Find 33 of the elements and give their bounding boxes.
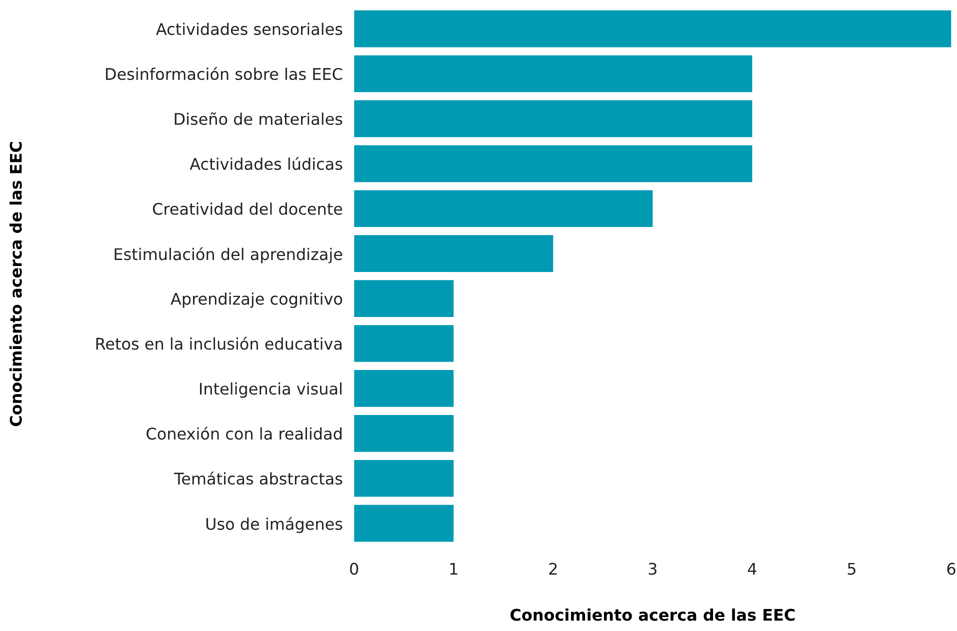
bar	[354, 414, 454, 452]
y-tick-label: Aprendizaje cognitivo	[170, 292, 342, 308]
bar	[354, 235, 554, 272]
bar	[354, 145, 752, 182]
y-tick-label: Conexión con la realidad	[146, 426, 342, 440]
y-tick-label: Temáticas abstractas	[174, 472, 342, 485]
y-tick-label: Inteligencia visual	[200, 382, 342, 398]
y-tick-label: Uso de imágenes	[206, 516, 342, 534]
x-tick-label: 3	[648, 562, 656, 575]
bar	[354, 55, 752, 92]
bar	[354, 325, 454, 362]
bar	[354, 190, 653, 228]
bar	[354, 100, 752, 138]
bar	[354, 280, 454, 317]
y-tick-label: Desinformación sobre las EEC	[106, 67, 342, 80]
x-tick-label: 2	[549, 562, 557, 575]
y-tick-label: Retos en la inclusión educativa	[96, 336, 342, 350]
y-tick-label: Estimulación del aprendizaje	[114, 247, 342, 264]
bar	[354, 460, 454, 497]
x-tick-label: 0	[350, 562, 358, 575]
x-tick-label: 4	[748, 562, 756, 575]
x-axis-title: Conocimiento acerca de las EEC	[510, 608, 795, 621]
y-tick-label: Actividades sensoriales	[156, 22, 342, 36]
bar	[354, 10, 952, 48]
y-tick-label: Creatividad del docente	[152, 202, 342, 215]
x-tick-label: 1	[450, 562, 458, 575]
y-axis-title: Conocimiento acerca de las EEC	[9, 142, 22, 426]
bar	[354, 370, 454, 407]
x-tick-label: 6	[947, 562, 956, 575]
y-tick-label: Diseño de materiales	[174, 112, 342, 125]
x-tick-label: 5	[848, 562, 856, 575]
y-tick-label: Actividades lúdicas	[190, 156, 342, 170]
bar	[354, 504, 454, 542]
